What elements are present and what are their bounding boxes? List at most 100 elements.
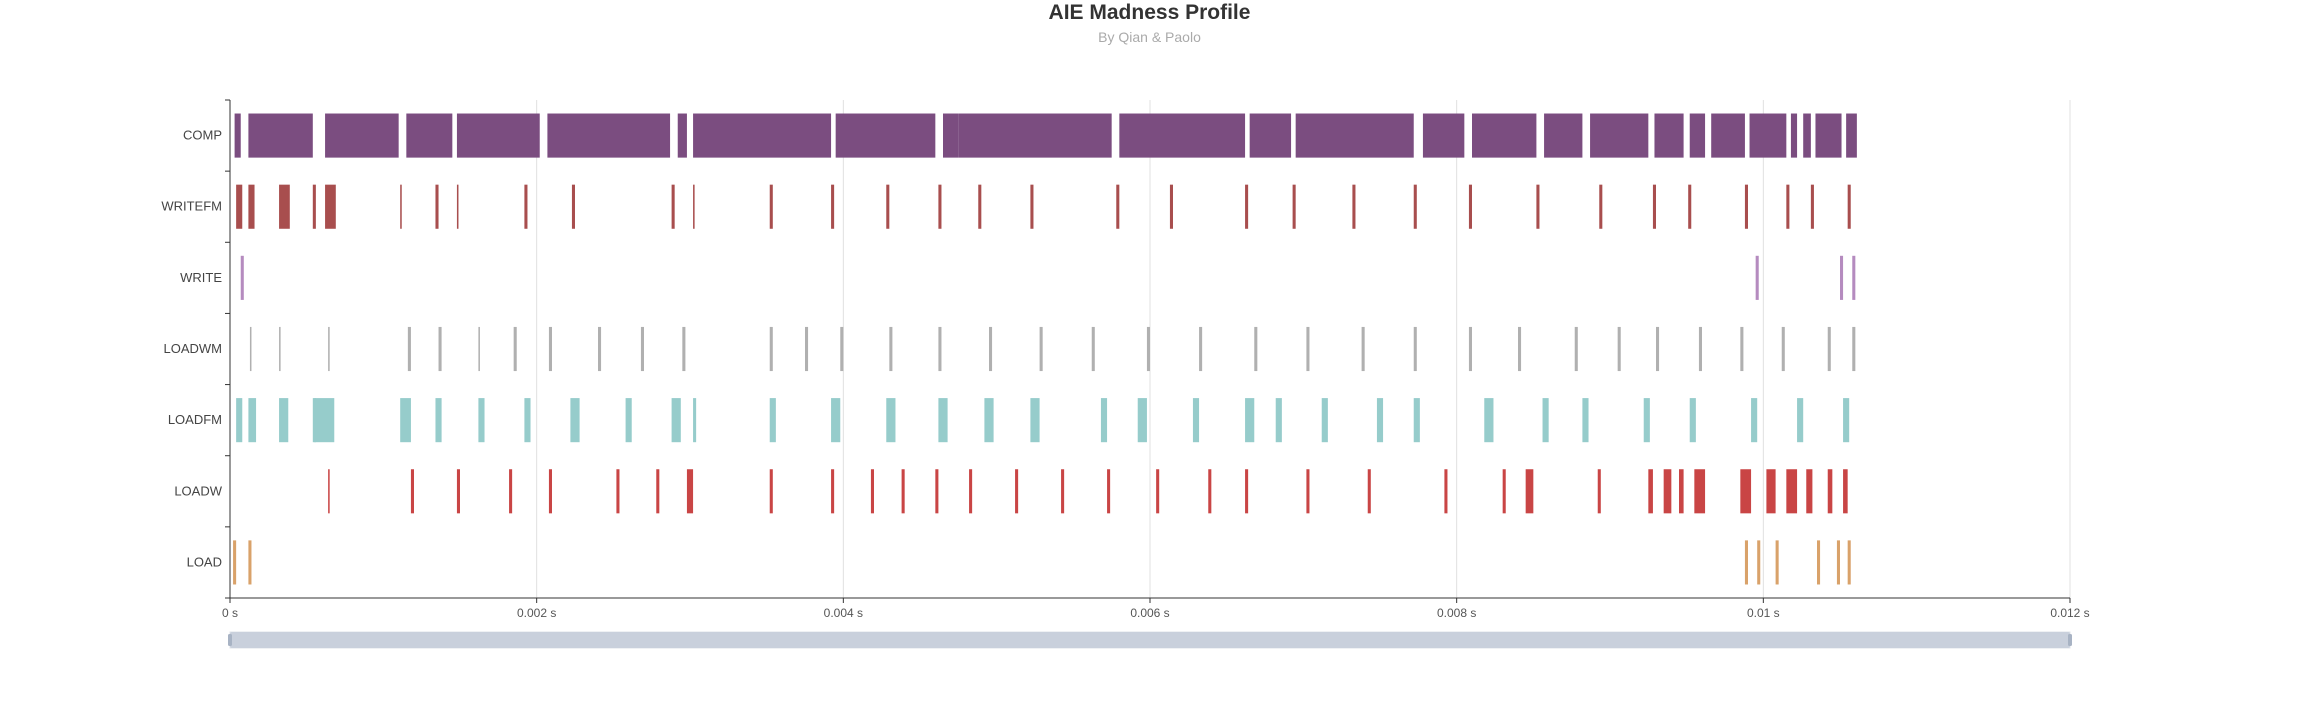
bar-writefm[interactable]: [248, 184, 255, 229]
bar-loadfm[interactable]: [984, 398, 994, 443]
bar-loadfm[interactable]: [570, 398, 580, 443]
bar-load[interactable]: [1775, 540, 1779, 585]
bar-writefm[interactable]: [978, 184, 982, 229]
bar-load[interactable]: [248, 540, 252, 585]
bar-loadfm[interactable]: [1275, 398, 1282, 443]
data-zoom-slider[interactable]: [228, 631, 2072, 649]
bar-comp[interactable]: [677, 113, 687, 158]
bar-comp[interactable]: [234, 113, 241, 158]
bar-loadwm[interactable]: [1306, 326, 1310, 372]
bar-comp[interactable]: [1590, 113, 1649, 158]
bar-comp[interactable]: [1749, 113, 1787, 158]
bar-comp[interactable]: [1711, 113, 1745, 158]
bar-loadfm[interactable]: [625, 398, 632, 443]
bar-loadwm[interactable]: [548, 326, 552, 372]
bar-write[interactable]: [1755, 255, 1759, 300]
bar-loadw[interactable]: [769, 469, 773, 514]
bar-writefm[interactable]: [938, 184, 942, 229]
bar-loadwm[interactable]: [1413, 326, 1417, 372]
bar-loadw[interactable]: [616, 469, 620, 514]
bar-writefm[interactable]: [769, 184, 773, 229]
bar-loadwm[interactable]: [938, 326, 942, 372]
bar-loadw[interactable]: [1786, 469, 1798, 514]
bar-load[interactable]: [1757, 540, 1761, 585]
bar-comp[interactable]: [406, 113, 453, 158]
bar-writefm[interactable]: [435, 184, 439, 229]
bar-writefm[interactable]: [1652, 184, 1656, 229]
bar-write[interactable]: [1840, 255, 1844, 300]
bar-writefm[interactable]: [325, 184, 336, 229]
bar-write[interactable]: [240, 255, 244, 300]
bar-writefm[interactable]: [1744, 184, 1748, 229]
bar-loadfm[interactable]: [312, 398, 316, 443]
bar-loadwm[interactable]: [438, 326, 442, 372]
bar-writefm[interactable]: [1688, 184, 1692, 229]
bar-loadfm[interactable]: [831, 398, 841, 443]
bar-writefm[interactable]: [1169, 184, 1173, 229]
bar-loadfm[interactable]: [886, 398, 896, 443]
zoom-handle[interactable]: [228, 634, 232, 646]
bar-loadwm[interactable]: [1574, 326, 1578, 372]
bar-writefm[interactable]: [693, 184, 695, 229]
bar-loadfm[interactable]: [435, 398, 442, 443]
bar-loadfm[interactable]: [1321, 398, 1328, 443]
bar-load[interactable]: [1744, 540, 1748, 585]
bar-comp[interactable]: [1295, 113, 1414, 158]
bar-load[interactable]: [1817, 540, 1821, 585]
bar-writefm[interactable]: [1030, 184, 1034, 229]
bar-comp[interactable]: [456, 113, 540, 158]
bar-writefm[interactable]: [1468, 184, 1472, 229]
bar-loadw[interactable]: [1061, 469, 1065, 514]
bar-loadfm[interactable]: [400, 398, 411, 443]
bar-comp[interactable]: [1654, 113, 1684, 158]
bar-loadfm[interactable]: [1843, 398, 1850, 443]
bar-loadw[interactable]: [935, 469, 939, 514]
bar-loadw[interactable]: [1245, 469, 1249, 514]
bar-loadwm[interactable]: [1039, 326, 1043, 372]
bar-loadfm[interactable]: [1413, 398, 1420, 443]
bar-comp[interactable]: [1249, 113, 1292, 158]
bar-loadfm[interactable]: [1797, 398, 1804, 443]
bar-loadw[interactable]: [1679, 469, 1684, 514]
bar-loadfm[interactable]: [1542, 398, 1549, 443]
bar-loadwm[interactable]: [478, 326, 480, 372]
bar-loadw[interactable]: [1663, 469, 1672, 514]
bar-loadw[interactable]: [1525, 469, 1534, 514]
bar-loadfm[interactable]: [1484, 398, 1494, 443]
bar-loadwm[interactable]: [1468, 326, 1472, 372]
bar-writefm[interactable]: [1599, 184, 1603, 229]
bar-loadw[interactable]: [1502, 469, 1506, 514]
bar-loadw[interactable]: [1597, 469, 1601, 514]
bar-comp[interactable]: [1815, 113, 1842, 158]
bar-loadwm[interactable]: [682, 326, 686, 372]
bar-loadfm[interactable]: [1689, 398, 1696, 443]
bar-writefm[interactable]: [671, 184, 675, 229]
bar-comp[interactable]: [835, 113, 936, 158]
bar-loadw[interactable]: [1444, 469, 1448, 514]
zoom-range[interactable]: [230, 632, 2070, 648]
bar-loadfm[interactable]: [1030, 398, 1040, 443]
bar-loadwm[interactable]: [1199, 326, 1203, 372]
bar-load[interactable]: [233, 540, 237, 585]
bar-comp[interactable]: [958, 113, 1112, 158]
bar-comp[interactable]: [1472, 113, 1537, 158]
bar-loadwm[interactable]: [840, 326, 844, 372]
bar-comp[interactable]: [1790, 113, 1798, 158]
bar-loadwm[interactable]: [1656, 326, 1660, 372]
bar-writefm[interactable]: [1786, 184, 1790, 229]
bar-loadwm[interactable]: [1781, 326, 1785, 372]
bar-loadw[interactable]: [509, 469, 513, 514]
bar-writefm[interactable]: [1245, 184, 1249, 229]
bar-writefm[interactable]: [1352, 184, 1356, 229]
bar-loadwm[interactable]: [1827, 326, 1831, 372]
bar-comp[interactable]: [547, 113, 671, 158]
bar-comp[interactable]: [248, 113, 313, 158]
bar-loadfm[interactable]: [524, 398, 531, 443]
bar-loadw[interactable]: [1156, 469, 1160, 514]
bar-comp[interactable]: [1803, 113, 1811, 158]
bar-loadwm[interactable]: [1740, 326, 1744, 372]
bar-loadfm[interactable]: [769, 398, 776, 443]
bar-loadwm[interactable]: [279, 326, 281, 372]
bar-loadfm[interactable]: [1245, 398, 1255, 443]
bar-loadw[interactable]: [1015, 469, 1019, 514]
